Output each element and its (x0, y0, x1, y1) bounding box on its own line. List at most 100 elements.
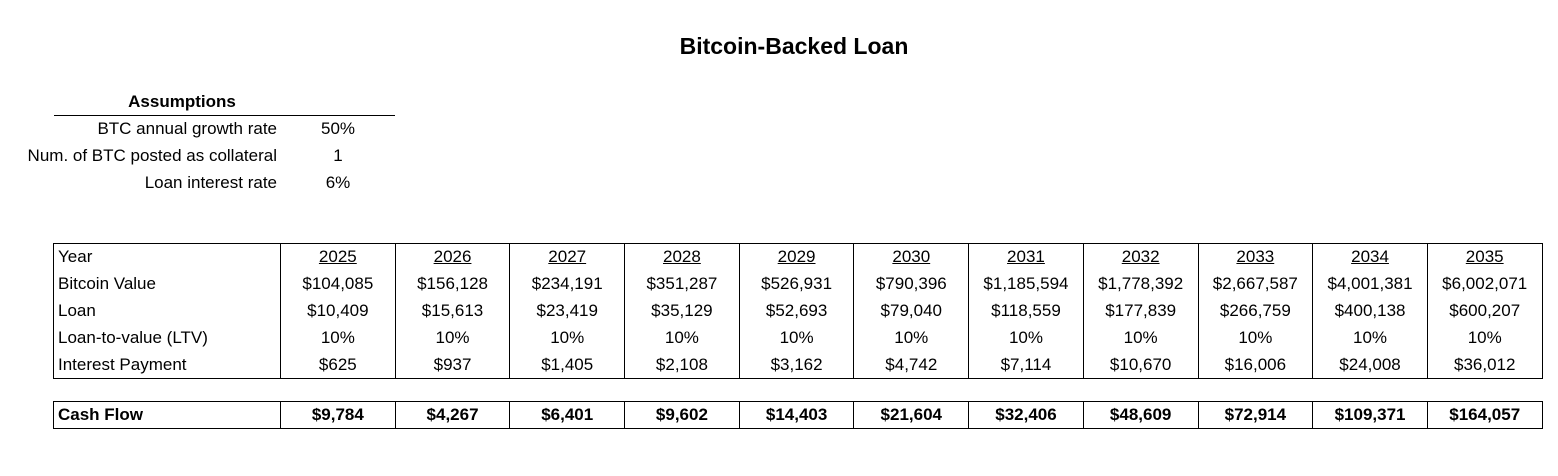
value-cell[interactable]: $234,191 (509, 270, 626, 298)
loan-schedule-table: Year 2025 2026 2027 2028 2029 2030 2031 2032 2033… (53, 242, 1543, 379)
value-cell[interactable]: $526,931 (738, 270, 855, 298)
year-label: 2035 (1465, 247, 1504, 267)
table-row: Interest Payment $625 $937 $1,405 $2,108 $3,1… (53, 351, 1543, 379)
cash-flow-cell[interactable]: $32,406 (968, 401, 1084, 429)
value-cell[interactable]: $36,012 (1426, 351, 1543, 379)
row-label[interactable]: Interest Payment (53, 351, 281, 379)
value-cell[interactable]: 10% (1082, 324, 1199, 352)
row-label[interactable]: Bitcoin Value (53, 270, 281, 298)
assumption-value[interactable]: 50% (320, 119, 356, 138)
value-cell[interactable]: $600,207 (1426, 297, 1543, 325)
value-cell[interactable]: $2,667,587 (1197, 270, 1314, 298)
table-row-cash-flow: Cash Flow $9,784 $4,267 $6,401 $9,602 $14,403… (53, 401, 1543, 429)
year-label: 2033 (1236, 247, 1275, 267)
year-cell[interactable]: 2035 (1426, 242, 1543, 271)
value-cell[interactable]: $177,839 (1082, 297, 1199, 325)
value-cell[interactable]: 10% (968, 324, 1084, 352)
value-cell[interactable]: $400,138 (1312, 297, 1428, 325)
value-cell[interactable]: $1,778,392 (1082, 270, 1199, 298)
assumption-row-interest-rate: Loan interest rate 6% (0, 173, 400, 200)
value-cell[interactable]: $1,185,594 (968, 270, 1084, 298)
value-cell[interactable]: $4,001,381 (1312, 270, 1428, 298)
cash-flow-cell[interactable]: $9,784 (280, 401, 396, 429)
year-label: 2032 (1121, 247, 1160, 267)
value-cell[interactable]: $35,129 (624, 297, 740, 325)
year-cell[interactable]: 2031 (968, 242, 1084, 271)
year-cell[interactable]: 2028 (624, 242, 740, 271)
value-cell[interactable]: $2,108 (624, 351, 740, 379)
value-cell[interactable]: $266,759 (1197, 297, 1314, 325)
value-cell[interactable]: $156,128 (394, 270, 511, 298)
year-cell[interactable]: 2027 (509, 242, 626, 271)
value-cell[interactable]: $23,419 (509, 297, 626, 325)
value-cell[interactable]: $790,396 (853, 270, 970, 298)
assumption-value[interactable]: 1 (333, 146, 343, 165)
value-cell[interactable]: $79,040 (853, 297, 970, 325)
row-label[interactable]: Loan-to-value (LTV) (53, 324, 281, 352)
year-label: 2031 (1007, 247, 1045, 267)
assumption-value[interactable]: 6% (325, 173, 351, 192)
value-cell[interactable]: $104,085 (280, 270, 396, 298)
row-label[interactable]: Loan (53, 297, 281, 325)
year-cell[interactable]: 2034 (1312, 242, 1428, 271)
value-cell[interactable]: $7,114 (968, 351, 1084, 379)
cash-flow-cell[interactable]: $72,914 (1197, 401, 1314, 429)
assumption-label: Num. of BTC posted as collateral (27, 146, 277, 165)
cash-flow-cell[interactable]: $4,267 (394, 401, 511, 429)
value-cell[interactable]: $10,670 (1082, 351, 1199, 379)
value-cell[interactable]: 10% (624, 324, 740, 352)
table-row: Bitcoin Value $104,085 $156,128 $234,191 $35… (53, 270, 1543, 298)
value-cell[interactable]: $351,287 (624, 270, 740, 298)
value-cell[interactable]: $52,693 (738, 297, 855, 325)
value-cell[interactable]: $3,162 (738, 351, 855, 379)
value-cell[interactable]: $15,613 (394, 297, 511, 325)
year-label: 2025 (318, 247, 357, 267)
assumption-label: Loan interest rate (144, 173, 277, 192)
year-cell[interactable]: 2029 (738, 242, 855, 271)
value-cell[interactable]: $4,742 (853, 351, 970, 379)
value-cell[interactable]: 10% (853, 324, 970, 352)
assumptions-header-rule (54, 91, 395, 116)
value-cell[interactable]: 10% (1312, 324, 1428, 352)
table-row: Loan $10,409 $15,613 $23,419 $35,129 $52,693 $… (53, 297, 1543, 325)
cash-flow-cell[interactable]: $164,057 (1426, 401, 1543, 429)
cash-flow-cell[interactable]: $14,403 (738, 401, 855, 429)
year-label: 2027 (548, 247, 587, 267)
value-cell[interactable]: $625 (280, 351, 396, 379)
year-label: 2034 (1351, 247, 1389, 267)
cash-flow-cell[interactable]: $21,604 (853, 401, 970, 429)
value-cell[interactable]: $937 (394, 351, 511, 379)
value-cell[interactable]: $1,405 (509, 351, 626, 379)
year-label: 2030 (892, 247, 931, 267)
value-cell[interactable]: 10% (1426, 324, 1543, 352)
cash-flow-table: Cash Flow $9,784 $4,267 $6,401 $9,602 $14,403… (53, 401, 1543, 429)
table-row-year: Year 2025 2026 2027 2028 2029 2030 2031 2032 2033… (53, 242, 1543, 271)
value-cell[interactable]: 10% (1197, 324, 1314, 352)
value-cell[interactable]: $10,409 (280, 297, 396, 325)
row-label[interactable]: Year (53, 242, 281, 271)
value-cell[interactable]: 10% (738, 324, 855, 352)
year-label: 2028 (662, 247, 701, 267)
cash-flow-cell[interactable]: $48,609 (1082, 401, 1199, 429)
value-cell[interactable]: $16,006 (1197, 351, 1314, 379)
year-cell[interactable]: 2032 (1082, 242, 1199, 271)
value-cell[interactable]: $6,002,071 (1426, 270, 1543, 298)
value-cell[interactable]: 10% (394, 324, 511, 352)
year-cell[interactable]: 2025 (280, 242, 396, 271)
value-cell[interactable]: 10% (509, 324, 626, 352)
year-label: 2026 (433, 247, 472, 267)
year-cell[interactable]: 2033 (1197, 242, 1314, 271)
cash-flow-cell[interactable]: $9,602 (624, 401, 740, 429)
value-cell[interactable]: $118,559 (968, 297, 1084, 325)
assumptions-heading: Assumptions (128, 92, 236, 111)
value-cell[interactable]: 10% (280, 324, 396, 352)
value-cell[interactable]: $24,008 (1312, 351, 1428, 379)
assumption-row-btc-collateral: Num. of BTC posted as collateral 1 (0, 146, 400, 173)
year-cell[interactable]: 2030 (853, 242, 970, 271)
cash-flow-cell[interactable]: $6,401 (509, 401, 626, 429)
year-cell[interactable]: 2026 (394, 242, 511, 271)
assumption-row-growth-rate: BTC annual growth rate 50% (0, 119, 400, 146)
row-label[interactable]: Cash Flow (53, 401, 281, 429)
cash-flow-cell[interactable]: $109,371 (1312, 401, 1428, 429)
assumption-label: BTC annual growth rate (97, 119, 277, 138)
